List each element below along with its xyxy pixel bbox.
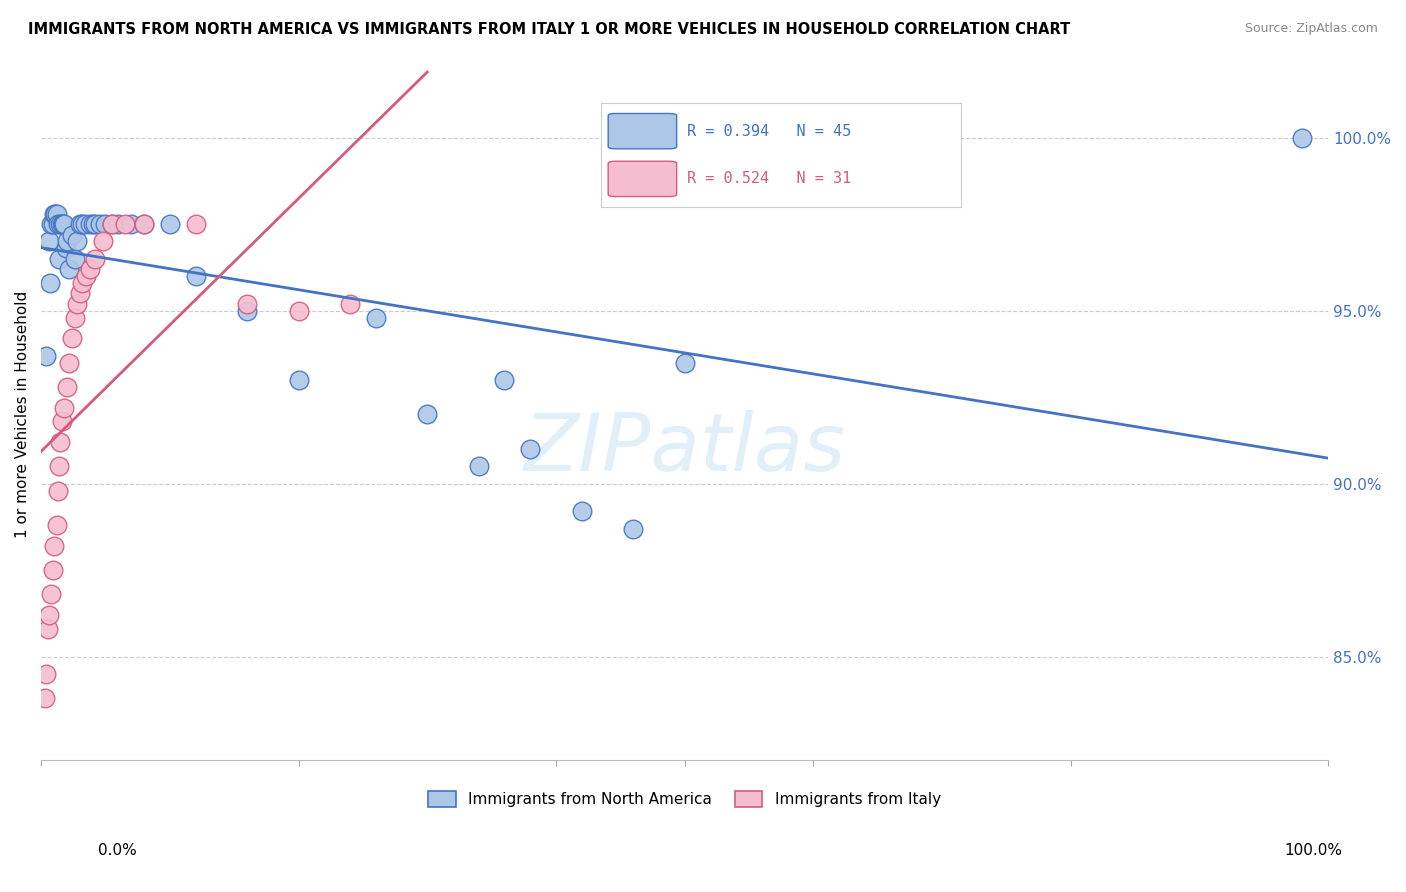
Point	[101, 217, 124, 231]
Point	[42, 539, 65, 553]
Point	[184, 217, 207, 231]
Point	[52, 217, 75, 231]
Point	[94, 217, 117, 231]
Text: IMMIGRANTS FROM NORTH AMERICA VS IMMIGRANTS FROM ITALY 1 OR MORE VEHICLES IN HOU: IMMIGRANTS FROM NORTH AMERICA VS IMMIGRA…	[28, 22, 1070, 37]
Point	[66, 235, 89, 249]
Y-axis label: 1 or more Vehicles in Household: 1 or more Vehicles in Household	[15, 291, 30, 538]
Point	[89, 217, 111, 231]
Point	[82, 217, 104, 231]
Point	[287, 373, 309, 387]
Point	[519, 442, 541, 456]
Point	[53, 401, 76, 415]
Point	[72, 276, 94, 290]
Point	[72, 217, 94, 231]
Point	[159, 217, 181, 231]
Point	[494, 373, 516, 387]
Point	[120, 217, 142, 231]
Point	[91, 235, 114, 249]
Point	[571, 504, 593, 518]
Text: 0.0%: 0.0%	[98, 843, 138, 858]
Legend: Immigrants from North America, Immigrants from Italy: Immigrants from North America, Immigrant…	[420, 784, 949, 815]
Point	[41, 563, 63, 577]
Point	[132, 217, 155, 231]
Point	[673, 355, 696, 369]
Point	[38, 235, 60, 249]
Point	[184, 269, 207, 284]
Point	[621, 522, 644, 536]
Point	[69, 217, 91, 231]
Point	[79, 262, 101, 277]
Point	[49, 217, 72, 231]
Point	[44, 207, 66, 221]
Point	[60, 227, 83, 242]
Text: Source: ZipAtlas.com: Source: ZipAtlas.com	[1244, 22, 1378, 36]
Point	[287, 303, 309, 318]
Point	[132, 217, 155, 231]
Point	[56, 380, 79, 394]
Point	[42, 207, 65, 221]
Point	[84, 217, 107, 231]
Point	[55, 241, 77, 255]
Point	[467, 459, 489, 474]
Point	[1291, 130, 1313, 145]
Point	[41, 217, 63, 231]
Point	[51, 217, 73, 231]
Point	[73, 217, 96, 231]
Point	[35, 666, 58, 681]
Point	[46, 483, 69, 498]
Text: 100.0%: 100.0%	[1285, 843, 1343, 858]
Point	[48, 459, 70, 474]
Point	[66, 297, 89, 311]
Point	[34, 691, 56, 706]
Point	[49, 435, 72, 450]
Point	[45, 518, 67, 533]
Point	[364, 310, 387, 325]
Point	[236, 297, 259, 311]
Point	[107, 217, 129, 231]
Point	[60, 331, 83, 345]
Point	[339, 297, 361, 311]
Point	[53, 217, 76, 231]
Point	[101, 217, 124, 231]
Point	[56, 235, 79, 249]
Point	[58, 355, 80, 369]
Point	[58, 262, 80, 277]
Point	[39, 276, 62, 290]
Point	[84, 252, 107, 266]
Point	[416, 408, 439, 422]
Point	[45, 207, 67, 221]
Point	[69, 286, 91, 301]
Point	[79, 217, 101, 231]
Point	[114, 217, 136, 231]
Point	[35, 349, 58, 363]
Point	[63, 310, 86, 325]
Point	[38, 608, 60, 623]
Point	[51, 414, 73, 428]
Point	[41, 587, 63, 601]
Point	[46, 217, 69, 231]
Point	[63, 252, 86, 266]
Point	[48, 252, 70, 266]
Point	[37, 622, 59, 636]
Text: ZIPatlas: ZIPatlas	[523, 410, 845, 488]
Point	[75, 269, 97, 284]
Point	[236, 303, 259, 318]
Point	[41, 217, 63, 231]
